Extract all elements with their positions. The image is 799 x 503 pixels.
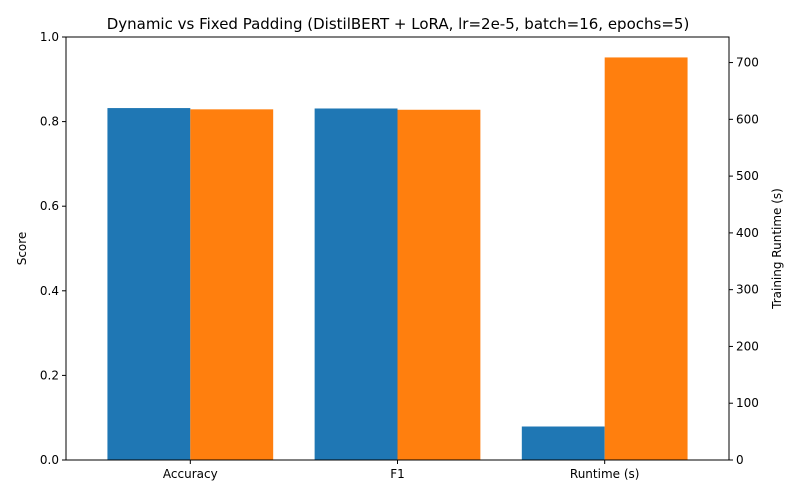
bars [107,57,688,461]
bar-0-series-0 [107,108,191,461]
left-tick-label: 0.0 [40,453,59,467]
right-axis-label: Training Runtime (s) [770,188,784,310]
right-tick-label: 700 [736,56,759,70]
right-tick-label: 400 [736,226,759,240]
left-tick-label: 0.8 [40,115,59,129]
right-tick-label: 300 [736,283,759,297]
left-axis-label: Score [15,232,29,266]
left-tick-label: 1.0 [40,30,59,44]
right-axis-ticks: 0 100 200 300 400 500 600 700 [729,56,759,467]
bar-2-series-1 [604,57,688,460]
bar-1-series-1 [397,109,481,461]
x-tick-label: F1 [390,467,405,481]
left-tick-label: 0.6 [40,199,59,213]
right-tick-label: 600 [736,112,759,126]
chart-title: Dynamic vs Fixed Padding (DistilBERT + L… [107,15,690,33]
bar-1-series-0 [314,108,398,460]
bar-0-series-1 [190,109,274,460]
x-axis-ticks: Accuracy F1 Runtime (s) [163,460,640,481]
right-tick-label: 500 [736,169,759,183]
left-tick-label: 0.2 [40,368,59,382]
x-tick-label: Accuracy [163,467,218,481]
plot-frame [65,36,730,461]
right-tick-label: 100 [736,396,759,410]
x-tick-label: Runtime (s) [570,467,640,481]
left-axis-ticks: 0.0 0.2 0.4 0.6 0.8 1.0 [40,30,66,467]
left-tick-label: 0.4 [40,284,59,298]
right-tick-label: 0 [736,453,744,467]
bar-2-series-0 [521,426,605,460]
right-tick-label: 200 [736,339,759,353]
